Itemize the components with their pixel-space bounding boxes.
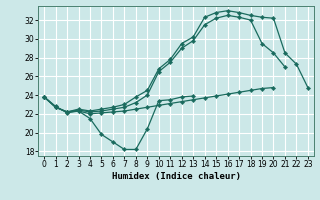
X-axis label: Humidex (Indice chaleur): Humidex (Indice chaleur) bbox=[111, 172, 241, 181]
